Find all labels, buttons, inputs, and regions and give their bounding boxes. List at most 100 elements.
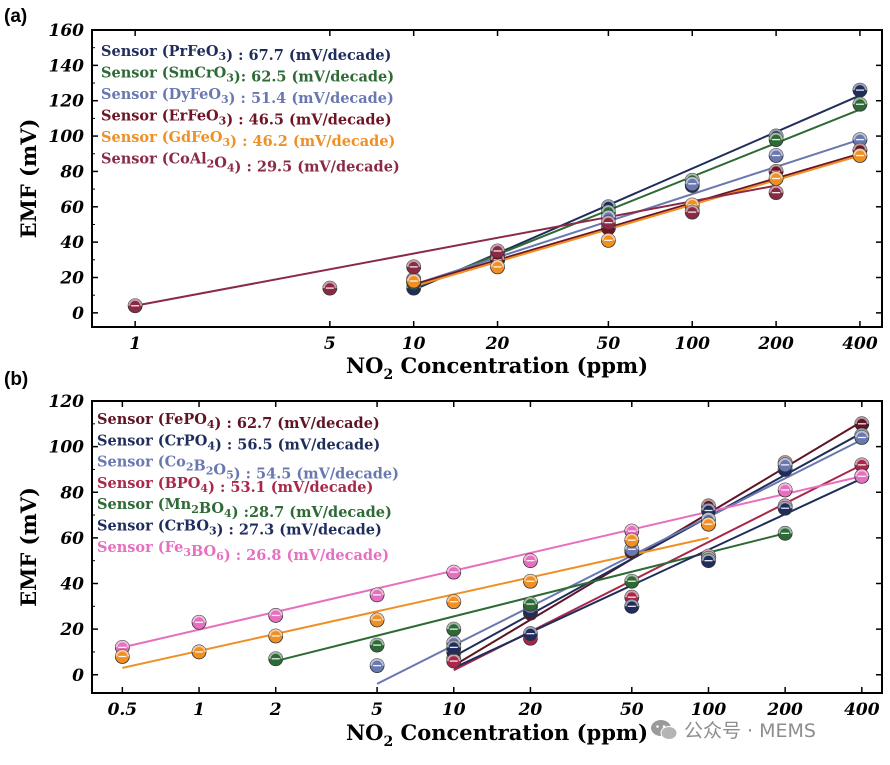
data-point [369, 612, 385, 628]
data-point [114, 649, 130, 664]
x-axis-label: NO2 Concentration (ppm) [346, 353, 648, 383]
legend-entry: Sensor (Mn2BO4) :28.7 (mV/decade) [97, 496, 392, 521]
x-tick-label: 10 [402, 334, 426, 354]
fit-line [134, 184, 777, 307]
data-point [777, 525, 793, 541]
legend-entry: Sensor (FePO4) : 62.7 (mV/decade) [97, 411, 380, 432]
y-tick-label: 80 [59, 483, 84, 503]
data-point [600, 232, 616, 248]
legend-entry: Sensor (DyFeO3) : 51.4 (mV/decade) [101, 86, 394, 107]
fit-line [413, 108, 861, 290]
fit-line [122, 475, 863, 649]
data-point [600, 215, 616, 231]
data-point [446, 639, 462, 655]
x-tick-label: 50 [620, 700, 644, 720]
legend-entry: Sensor (SmCrO3): 62.5 (mV/decade) [101, 65, 394, 86]
y-tick-label: 120 [49, 92, 85, 112]
data-point [268, 651, 284, 667]
panel-b: (b) 0 20 40 60 80 100 120 0.5 1 2 5 10 20 50 100 200 400 E… [4, 369, 883, 750]
data-point [768, 185, 784, 201]
fit-line [453, 477, 863, 669]
y-tick-label: 80 [59, 162, 84, 182]
x-tick-label: 20 [485, 334, 510, 354]
data-point [127, 298, 143, 314]
data-point [854, 430, 870, 445]
fit-line [453, 432, 863, 658]
data-point [268, 608, 284, 623]
y-tick-label: 140 [49, 56, 85, 76]
data-point [684, 204, 700, 220]
y-axis-label: EMF (mV) [16, 487, 41, 607]
y-axis-label: EMF (mV) [16, 119, 41, 239]
data-point [446, 621, 462, 637]
data-point [523, 626, 538, 642]
data-point [701, 553, 716, 569]
watermark-text: 公众号 · MEMS [684, 720, 816, 742]
data-point [268, 628, 284, 644]
legend-entry: Sensor (CrBO3) : 27.3 (mV/decade) [97, 518, 382, 539]
legend-entry: Sensor (PrFeO3) : 67.7 (mV/decade) [101, 43, 391, 64]
legend-entry: Sensor (BPO4) : 53.1 (mV/decade) [97, 475, 373, 496]
y-tick-label: 60 [60, 198, 84, 218]
y-tick-label: 40 [60, 575, 84, 595]
watermark: 公众号 · MEMS [650, 716, 816, 743]
plot-frame [91, 29, 883, 328]
data-point [191, 644, 207, 660]
data-point [777, 500, 793, 516]
x-tick-label: 20 [518, 700, 543, 720]
data-point [854, 416, 870, 432]
y-tick-label: 20 [59, 620, 84, 640]
data-point [624, 573, 640, 589]
x-tick-label: 50 [597, 334, 621, 354]
y-tick-label: 100 [49, 127, 85, 147]
data-point [191, 614, 207, 630]
y-tick-label: 20 [59, 269, 84, 289]
data-point [490, 259, 505, 275]
legend-entry: Sensor (CrPO4) : 56.5 (mV/decade) [97, 432, 380, 453]
y-tick-label: 0 [72, 666, 84, 686]
data-point [406, 259, 422, 275]
x-tick-label: 5 [324, 334, 336, 354]
y-tick-label: 40 [60, 233, 84, 253]
y-tick-label: 0 [72, 304, 84, 324]
data-point [322, 280, 338, 296]
x-tick-label: 2 [269, 700, 282, 720]
plot-frame [91, 400, 883, 694]
panel-label: (a) [4, 6, 27, 27]
wechat-icon [651, 719, 678, 740]
legend-entry: Sensor (ErFeO3) : 46.5 (mV/decade) [101, 108, 392, 129]
x-tick-label: 200 [757, 334, 794, 354]
data-point [624, 598, 640, 614]
data-point [406, 273, 422, 289]
panel-label: (b) [4, 369, 28, 390]
data-point [852, 132, 868, 148]
y-tick-label: 100 [49, 438, 85, 458]
data-point [523, 596, 538, 612]
data-point [446, 653, 462, 669]
fit-line [413, 152, 861, 286]
data-point [369, 658, 385, 674]
data-point [777, 457, 793, 473]
legend-entry: Sensor (Fe3BO6) : 26.8 (mV/decade) [97, 539, 389, 564]
x-tick-label: 400 [842, 334, 878, 354]
data-point [768, 171, 784, 186]
x-tick-label: 200 [766, 700, 803, 720]
data-point [852, 148, 868, 163]
x-tick-label: 100 [691, 700, 727, 720]
x-tick-label: 1 [129, 334, 141, 354]
data-point [369, 587, 385, 603]
legend-entry: Sensor (Co2B2O5) : 54.5 (mV/decade) [97, 454, 399, 483]
y-tick-label: 120 [49, 392, 85, 412]
data-point [624, 532, 640, 548]
x-tick-label: 1 [193, 700, 205, 720]
x-axis-label: NO2 Concentration (ppm) [346, 720, 648, 750]
legend-entry: Sensor (CoAl2O4) : 29.5 (mV/decade) [101, 151, 400, 176]
y-tick-label: 160 [49, 21, 85, 41]
data-point [369, 637, 385, 653]
data-point [852, 96, 868, 112]
panel-a: (a) 0 20 40 60 80 100 120 140 160 1 5 10 20 50 100 200 40… [4, 6, 883, 383]
data-point [701, 516, 716, 532]
fit-line [122, 536, 709, 669]
data-point [523, 573, 538, 589]
